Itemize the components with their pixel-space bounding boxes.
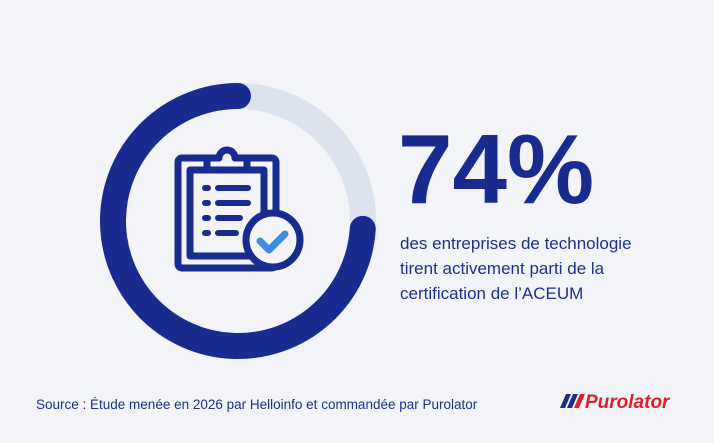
description-line: certification de l’ACEUM <box>400 284 583 303</box>
source: Source : Étude menée en 2026 par Helloin… <box>36 397 478 412</box>
brand-logo: Purolator <box>560 392 671 413</box>
description-line: tirent activement parti de la <box>400 259 605 278</box>
donut-arc <box>100 83 376 359</box>
big-value: 74% <box>398 114 594 224</box>
description-line: des entreprises de technologie <box>400 234 632 253</box>
donut <box>100 83 376 359</box>
clipboard-icon <box>174 146 304 272</box>
brand-name: Purolator <box>585 392 671 413</box>
